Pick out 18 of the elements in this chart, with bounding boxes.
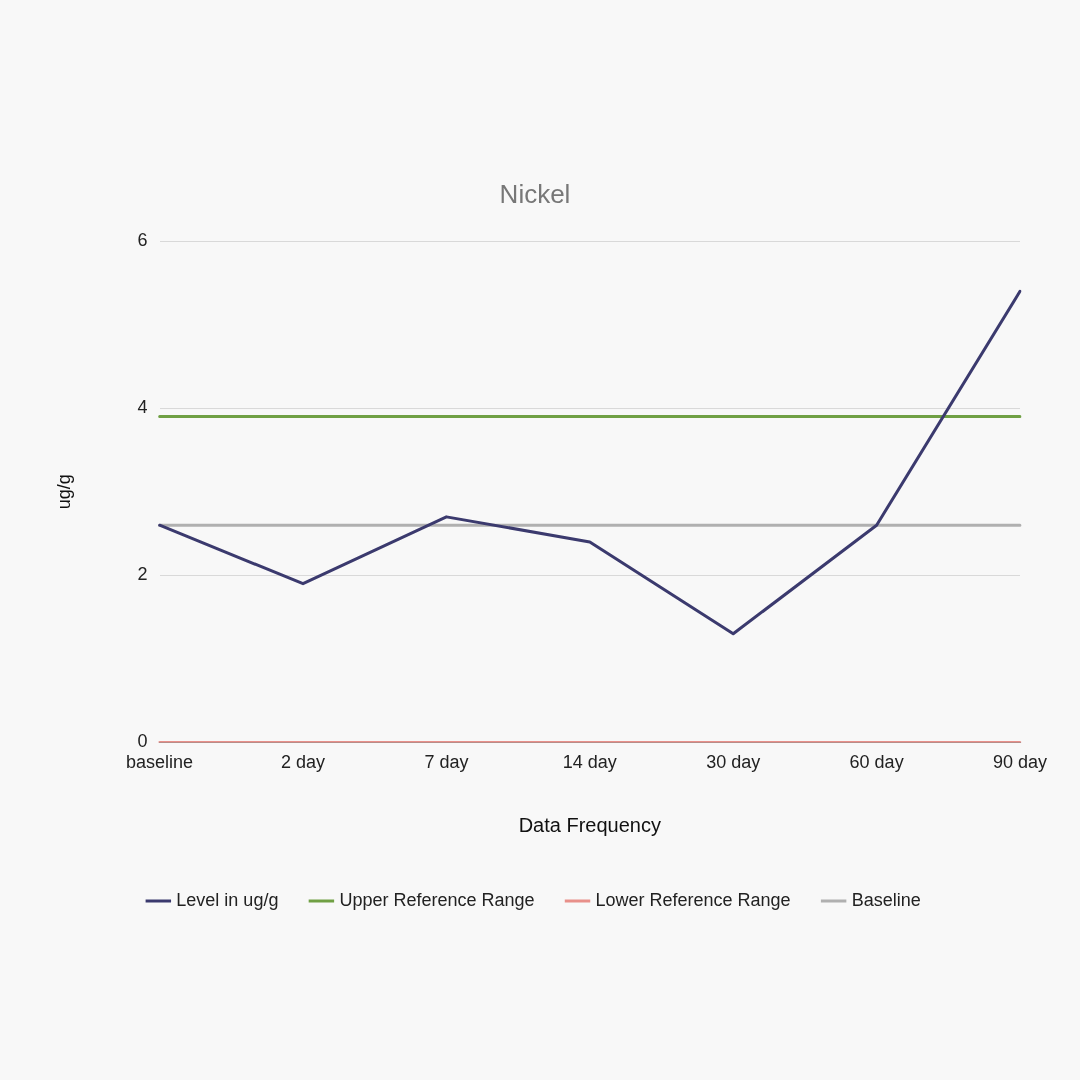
legend-label: Baseline <box>851 889 921 910</box>
y-tick-label: 6 <box>137 230 148 251</box>
legend-label: Lower Reference Range <box>595 889 791 910</box>
x-axis-title: Data Frequency <box>518 813 661 836</box>
x-tick-label: 7 day <box>424 752 469 773</box>
chart-title: Nickel <box>499 178 571 209</box>
y-tick-label: 2 <box>137 564 148 585</box>
legend-label: Level in ug/g <box>176 889 279 910</box>
x-tick-label: 30 day <box>706 752 761 773</box>
x-tick-label: 60 day <box>849 752 904 773</box>
x-tick-label: 2 day <box>280 752 326 773</box>
y-tick-label: 4 <box>137 397 148 418</box>
y-tick-label: 0 <box>137 731 148 752</box>
y-axis-title: ug/g <box>53 474 74 510</box>
x-tick-label: baseline <box>126 752 194 773</box>
x-tick-label: 14 day <box>562 752 617 773</box>
x-tick-label: 90 day <box>992 752 1048 773</box>
legend-label: Upper Reference Range <box>339 889 535 910</box>
